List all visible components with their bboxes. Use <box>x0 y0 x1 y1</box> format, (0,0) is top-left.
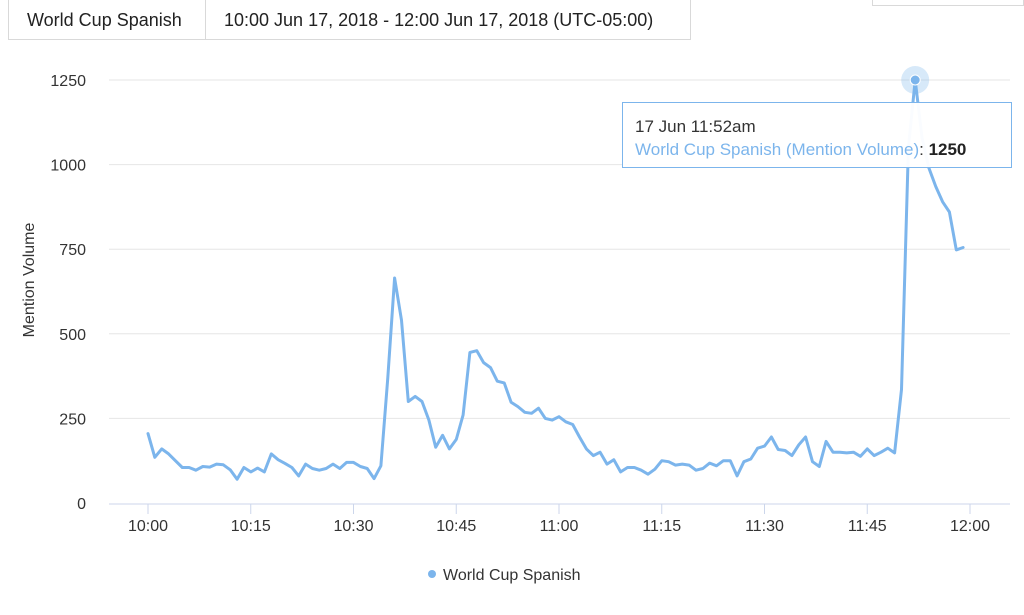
y-axis-title: Mention Volume <box>21 223 38 338</box>
x-tick-label: 10:15 <box>231 518 271 535</box>
y-tick-label: 250 <box>59 411 86 428</box>
x-tick-label: 11:45 <box>848 518 887 535</box>
x-tick-label: 11:00 <box>540 518 579 535</box>
series-line[interactable] <box>146 78 965 481</box>
x-tick-label: 11:30 <box>745 518 784 535</box>
tab-bar: World Cup Spanish 10:00 Jun 17, 2018 - 1… <box>0 0 1024 42</box>
tooltip-separator: : <box>919 140 929 159</box>
legend-item[interactable]: World Cup Spanish <box>428 567 581 585</box>
series-world-cup-spanish[interactable] <box>146 78 965 481</box>
tooltip-series-label: World Cup Spanish (Mention Volume) <box>635 140 920 159</box>
legend-marker-icon <box>428 569 436 578</box>
x-tick-label: 10:45 <box>436 518 476 535</box>
x-tick-label: 11:15 <box>642 518 681 535</box>
x-tick-label: 12:00 <box>950 518 990 535</box>
y-tick-label: 750 <box>59 242 86 259</box>
tab-time-range[interactable]: 10:00 Jun 17, 2018 - 12:00 Jun 17, 2018 … <box>205 0 691 40</box>
tab-series[interactable]: World Cup Spanish <box>8 0 206 40</box>
highlight-point[interactable] <box>909 74 921 86</box>
y-tick-label: 0 <box>77 496 86 513</box>
y-tick-label: 1000 <box>50 158 86 175</box>
y-tick-label: 1250 <box>50 73 86 90</box>
tooltip: 17 Jun 11:52am World Cup Spanish (Mentio… <box>622 102 1012 168</box>
x-tick-label: 10:30 <box>333 518 373 535</box>
y-tick-label: 500 <box>59 327 86 344</box>
x-tick-label: 10:00 <box>128 518 168 535</box>
tooltip-value: 1250 <box>928 140 967 159</box>
tooltip-row: World Cup Spanish (Mention Volume): 1250 <box>635 138 999 161</box>
legend-label: World Cup Spanish <box>443 567 581 584</box>
y-axis-ticks: 0 250 500 750 1000 1250 <box>50 73 86 513</box>
x-axis: 10:00 10:15 10:30 10:45 11:00 11:15 11:30 11:45… <box>109 503 1010 535</box>
tooltip-time: 17 Jun 11:52am <box>635 117 756 136</box>
highlight-marker[interactable] <box>901 66 930 94</box>
